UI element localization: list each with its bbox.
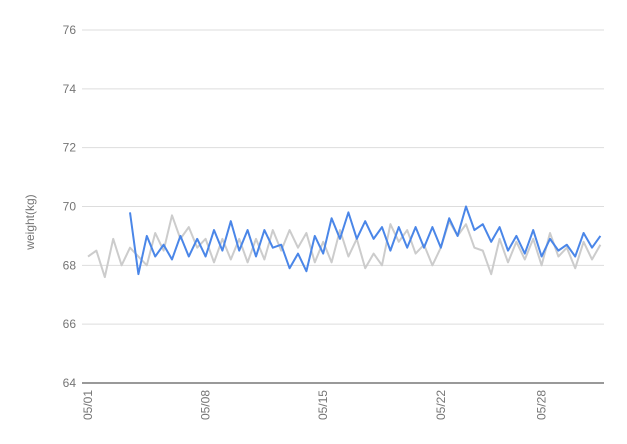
y-tick-label: 66: [63, 317, 77, 331]
y-tick-label: 72: [63, 141, 77, 155]
y-tick-label: 70: [63, 200, 77, 214]
y-axis-label: weight(kg): [23, 194, 37, 250]
y-tick-label: 68: [63, 258, 77, 272]
x-tick-label: 05/15: [316, 390, 330, 420]
y-tick-label: 76: [63, 23, 77, 37]
x-tick-label: 05/22: [434, 390, 448, 420]
series-line: [129, 205, 602, 276]
x-tick-label: 05/28: [535, 390, 549, 420]
x-tick-label: 05/01: [81, 390, 95, 420]
series-line: [87, 214, 602, 279]
x-tick-label: 05/08: [199, 390, 213, 420]
y-tick-label: 64: [63, 376, 77, 390]
y-tick-label: 74: [63, 82, 77, 96]
